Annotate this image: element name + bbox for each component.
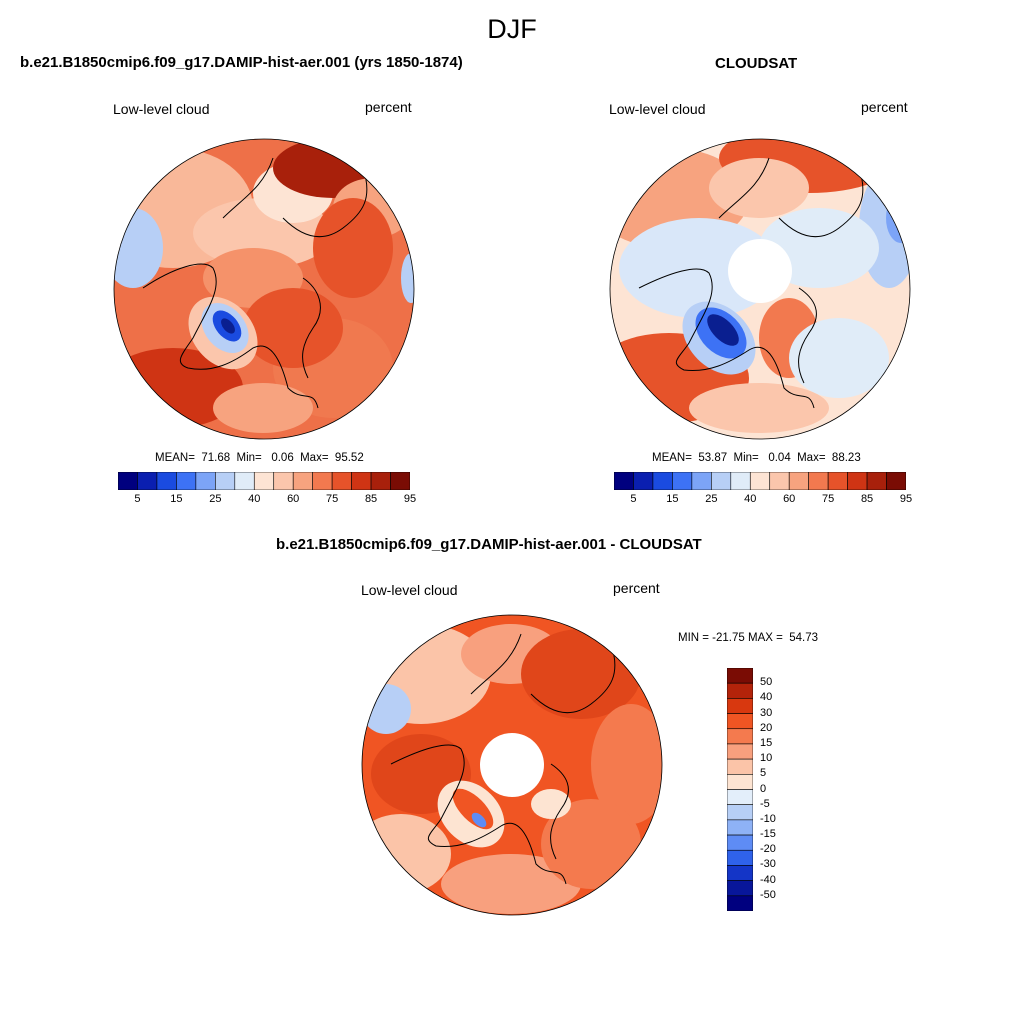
colorbar-tick-label: 95 (403, 493, 417, 505)
colorbar-swatch (730, 472, 751, 490)
panel3-colorbar (727, 668, 753, 911)
colorbar-swatch (351, 472, 372, 490)
colorbar-swatch (808, 472, 829, 490)
colorbar-tick-label: 25 (209, 493, 222, 505)
colorbar-tick-label: 15 (760, 736, 773, 749)
colorbar-tick-label: 75 (326, 493, 339, 505)
colorbar-swatch (234, 472, 255, 490)
panel2-polar-map (609, 138, 911, 440)
colorbar-swatch (176, 472, 197, 490)
panel3-variable: Low-level cloud (361, 582, 458, 598)
colorbar-swatch (727, 682, 753, 699)
panel3-stats: MIN = -21.75 MAX = 54.73 (678, 632, 818, 644)
colorbar-swatch (727, 758, 753, 775)
colorbar-swatch (727, 713, 753, 730)
panel1-title: b.e21.B1850cmip6.f09_g17.DAMIP-hist-aer.… (20, 54, 463, 71)
panel3-units: percent (613, 580, 660, 596)
colorbar-tick-label: 30 (760, 706, 773, 719)
panel2-colorbar-labels: 5 15 25 40 60 75 85 95 (614, 493, 912, 507)
colorbar-swatch (312, 472, 333, 490)
colorbar-tick-label: -10 (760, 812, 776, 825)
colorbar-tick-label: 5 (760, 767, 767, 780)
colorbar-swatch (727, 743, 753, 760)
colorbar-swatch (727, 895, 753, 911)
panel2-variable: Low-level cloud (609, 101, 706, 117)
panel1-stats: MEAN= 71.68 Min= 0.06 Max= 95.52 (155, 452, 364, 464)
colorbar-swatch (672, 472, 693, 490)
colorbar-swatch (727, 834, 753, 851)
colorbar-swatch (614, 472, 634, 490)
panel3-title: b.e21.B1850cmip6.f09_g17.DAMIP-hist-aer.… (276, 536, 702, 553)
colorbar-swatch (866, 472, 887, 490)
colorbar-swatch (711, 472, 732, 490)
colorbar-tick-label: 0 (760, 782, 767, 795)
colorbar-swatch (727, 789, 753, 805)
panel2-colorbar (614, 472, 906, 490)
colorbar-tick-label: 40 (760, 691, 773, 704)
colorbar-tick-label: -20 (760, 843, 776, 856)
colorbar-swatch (727, 819, 753, 836)
panel1-variable: Low-level cloud (113, 101, 210, 117)
panel2-stats: MEAN= 53.87 Min= 0.04 Max= 88.23 (652, 452, 861, 464)
colorbar-swatch (691, 472, 712, 490)
colorbar-tick-label: -40 (760, 873, 776, 886)
colorbar-tick-label: 95 (899, 493, 913, 505)
panel3-polar-map (361, 614, 663, 916)
colorbar-swatch (727, 880, 753, 897)
colorbar-tick-label: -30 (760, 858, 776, 871)
colorbar-swatch (633, 472, 654, 490)
colorbar-swatch (727, 865, 753, 881)
colorbar-tick-label: 25 (705, 493, 718, 505)
colorbar-swatch (788, 472, 809, 490)
colorbar-tick-label: 15 (666, 493, 679, 505)
colorbar-swatch (253, 472, 275, 490)
colorbar-swatch (727, 804, 753, 821)
colorbar-tick-label: 15 (170, 493, 183, 505)
panel1-colorbar-labels: 5 15 25 40 60 75 85 95 (118, 493, 416, 507)
colorbar-tick-label: 75 (822, 493, 835, 505)
colorbar-tick-label: 85 (364, 493, 378, 505)
colorbar-tick-label: -5 (760, 797, 770, 810)
season-title: DJF (487, 14, 537, 44)
colorbar-swatch (156, 472, 177, 490)
colorbar-swatch (727, 668, 753, 684)
colorbar-tick-label: 85 (860, 493, 874, 505)
colorbar-swatch (886, 472, 906, 490)
colorbar-tick-label: 5 (134, 493, 141, 505)
colorbar-swatch (118, 472, 138, 490)
colorbar-swatch (137, 472, 158, 490)
panel2-units: percent (861, 99, 908, 115)
colorbar-swatch (215, 472, 236, 490)
colorbar-tick-label: 40 (744, 493, 757, 505)
colorbar-swatch (273, 472, 294, 490)
colorbar-swatch (390, 472, 410, 490)
colorbar-tick-label: 60 (287, 493, 300, 505)
colorbar-tick-label: 60 (783, 493, 796, 505)
colorbar-tick-label: 5 (630, 493, 637, 505)
panel3-colorbar-labels: 50 40 30 20 15 10 5 0 -5 -10 -15 -20 -30 -40 -50 (760, 668, 800, 911)
colorbar-swatch (195, 472, 216, 490)
colorbar-tick-label: -50 (760, 888, 776, 901)
colorbar-swatch (727, 698, 753, 714)
colorbar-swatch (727, 728, 753, 745)
colorbar-swatch (727, 849, 753, 866)
colorbar-swatch (769, 472, 790, 490)
colorbar-swatch (727, 774, 753, 790)
colorbar-tick-label: 20 (760, 721, 773, 734)
panel1-colorbar (118, 472, 410, 490)
colorbar-swatch (652, 472, 673, 490)
panel2-title: CLOUDSAT (715, 55, 798, 72)
colorbar-tick-label: 50 (760, 676, 773, 689)
colorbar-swatch (370, 472, 391, 490)
colorbar-swatch (749, 472, 771, 490)
colorbar-swatch (292, 472, 313, 490)
colorbar-swatch (847, 472, 868, 490)
panel1-units: percent (365, 99, 412, 115)
colorbar-swatch (827, 472, 848, 490)
colorbar-swatch (331, 472, 352, 490)
colorbar-tick-label: 40 (248, 493, 261, 505)
colorbar-tick-label: -15 (760, 828, 776, 841)
panel1-polar-map (113, 138, 415, 440)
colorbar-tick-label: 10 (760, 752, 773, 765)
